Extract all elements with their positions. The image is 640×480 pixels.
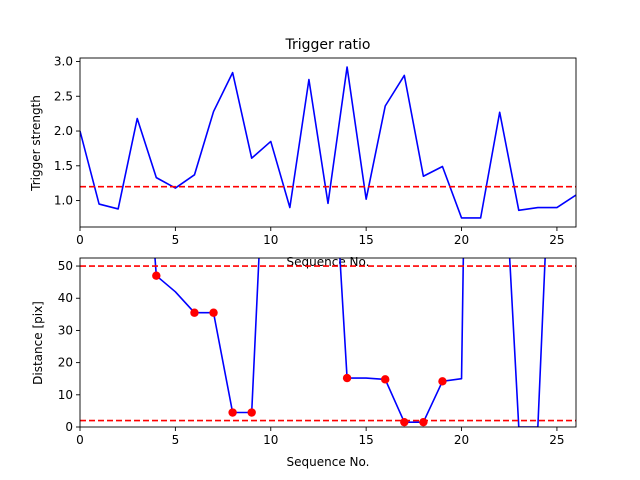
trigger-ratio-subplot: Trigger ratio 0 5 10 15 20 251.01.52.02.53.0 … xyxy=(29,37,577,269)
top-axes: 0 5 10 15 20 25 1.0 1.5 2.0 2.5 3.0 xyxy=(54,54,577,247)
top-x-axis-label: Sequence No. xyxy=(287,255,370,269)
y-tick-label-0-0: 1.0 xyxy=(54,194,73,208)
data-point-1-9 xyxy=(438,377,447,386)
x-tick-label-1-5: 25 xyxy=(549,433,564,447)
x-tick-label-1-3: 15 xyxy=(359,433,374,447)
top-plot-area xyxy=(80,66,576,219)
x-tick-label-1-1: 5 xyxy=(172,433,180,447)
x-tick-label-0-0: 0 xyxy=(76,233,84,247)
y-tick-label-1-5: 50 xyxy=(58,259,73,273)
y-tick-label-1-3: 30 xyxy=(58,323,73,337)
y-tick-label-1-0: 0 xyxy=(65,420,73,434)
axes-frame-1 xyxy=(79,257,577,428)
data-point-1-1 xyxy=(190,308,199,317)
data-point-1-2 xyxy=(209,308,218,317)
y-tick-label-1-2: 20 xyxy=(58,356,73,370)
data-point-1-0 xyxy=(152,271,161,280)
x-tick-label-0-1: 5 xyxy=(172,233,180,247)
series-line-1-0 xyxy=(154,258,546,427)
top-y-axis-label: Trigger strength xyxy=(29,95,43,192)
bottom-plot-area xyxy=(80,258,576,427)
x-tick-label-1-2: 10 xyxy=(263,433,278,447)
bottom-x-axis-label: Sequence No. xyxy=(287,455,370,469)
y-tick-label-1-4: 40 xyxy=(58,291,73,305)
x-tick-label-0-3: 15 xyxy=(359,233,374,247)
axes-frame-0 xyxy=(79,57,577,228)
top-chart-title: Trigger ratio xyxy=(284,37,370,53)
x-tick-label-0-5: 25 xyxy=(549,233,564,247)
data-point-1-4 xyxy=(247,408,256,417)
series-line-0-0 xyxy=(80,66,576,219)
y-tick-label-0-3: 2.5 xyxy=(54,89,73,103)
x-tick-label-0-4: 20 xyxy=(454,233,469,247)
data-point-1-3 xyxy=(228,408,237,417)
x-tick-label-1-4: 20 xyxy=(454,433,469,447)
y-tick-label-0-1: 1.5 xyxy=(54,159,73,173)
y-tick-label-0-4: 3.0 xyxy=(54,54,73,68)
data-point-1-5 xyxy=(342,373,352,383)
y-tick-label-1-1: 10 xyxy=(58,388,73,402)
data-point-1-6 xyxy=(381,375,390,384)
x-tick-label-0-2: 10 xyxy=(263,233,278,247)
data-point-1-7 xyxy=(400,417,409,427)
bottom-axes: 0 5 10 15 20 25 0 10 20 30 40 50 xyxy=(58,257,577,447)
y-tick-label-0-2: 2.0 xyxy=(54,124,73,138)
data-point-1-8 xyxy=(419,417,428,427)
distance-subplot: 0 5 10 15 20 25 0 10 20 30 40 50 Sequence No. Dista… xyxy=(31,257,577,469)
x-tick-label-1-0: 0 xyxy=(76,433,84,447)
bottom-y-axis-label: Distance [pix] xyxy=(31,301,45,385)
